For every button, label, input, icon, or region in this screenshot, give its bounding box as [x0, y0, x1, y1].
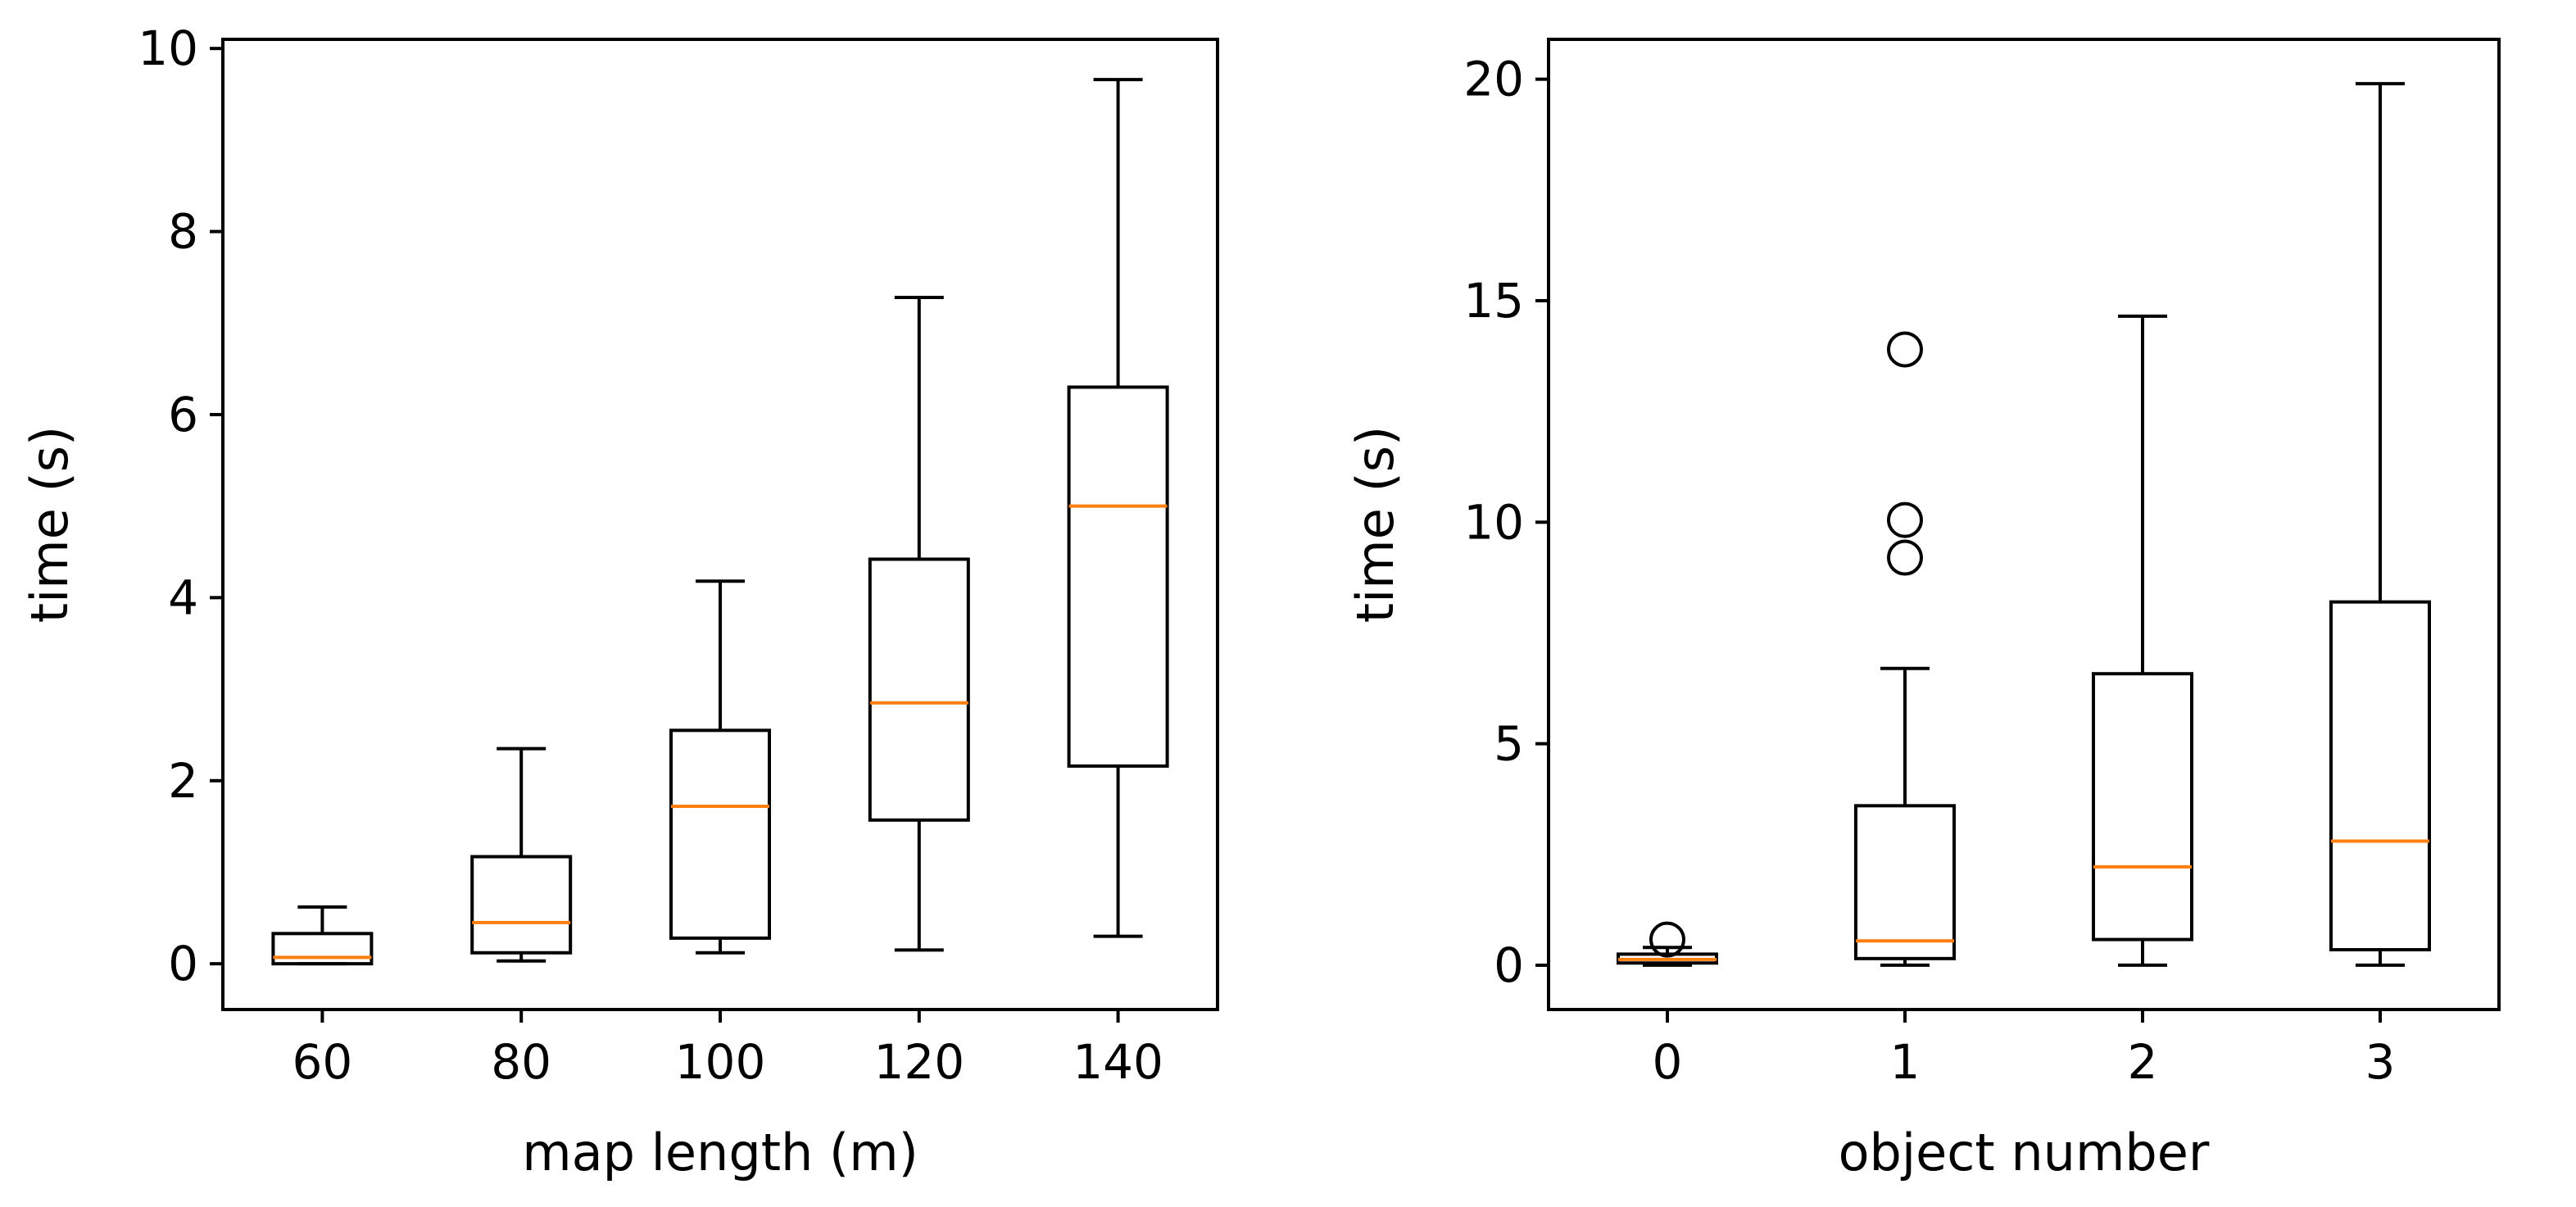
- right-x-tick-label: 0: [1653, 1034, 1683, 1090]
- right-box-0: [1617, 921, 1718, 967]
- right-y-tick-label: 5: [1494, 716, 1524, 772]
- left-box-100: [669, 579, 771, 955]
- left-y-tick-label: 6: [168, 387, 198, 442]
- left-box-80: [470, 746, 573, 963]
- left-x-axis-label: map length (m): [522, 1123, 918, 1182]
- left-box-60: [271, 905, 374, 966]
- left-box-120: [868, 295, 970, 952]
- iqr-box: [669, 728, 771, 940]
- left-y-tick-label: 2: [168, 753, 198, 809]
- iqr-box: [868, 557, 970, 822]
- right-chart-panel: 0 5 10 15 20 0 1 2 3 object number time (s): [1345, 38, 2501, 1182]
- right-box-1: [1854, 331, 1956, 967]
- left-y-axis-label: time (s): [20, 426, 79, 623]
- right-y-tick-label: 10: [1463, 494, 1524, 550]
- iqr-box: [271, 932, 374, 966]
- right-ticks: 0 5 10 15 20 0 1 2 3: [1463, 52, 2395, 1090]
- left-x-tick-label: 60: [292, 1034, 352, 1090]
- left-x-tick-label: 100: [675, 1034, 766, 1090]
- left-x-tick-label: 80: [491, 1034, 551, 1090]
- iqr-box: [1067, 385, 1169, 768]
- outlier-point: [1887, 501, 1923, 538]
- left-boxes: [271, 78, 1169, 966]
- left-box-140: [1067, 78, 1169, 938]
- right-x-axis-label: object number: [1839, 1123, 2210, 1182]
- right-x-tick-label: 2: [2128, 1034, 2158, 1090]
- outlier-point: [1887, 539, 1923, 576]
- right-boxes: [1617, 82, 2431, 967]
- iqr-box: [1854, 804, 1956, 960]
- right-y-tick-label: 15: [1463, 273, 1524, 329]
- left-chart-panel: 0 2 4 6 8 10 60 80 100 120 140 map length (m) time…: [20, 20, 1219, 1182]
- right-box-3: [2329, 82, 2431, 967]
- right-axes-frame: [1547, 38, 2501, 1011]
- right-y-axis-label: time (s): [1345, 426, 1405, 623]
- left-y-tick-label: 10: [138, 20, 198, 76]
- right-y-tick-label: 20: [1463, 52, 1524, 107]
- right-y-tick-label: 0: [1494, 937, 1524, 993]
- iqr-box: [2329, 600, 2431, 952]
- left-y-tick-label: 4: [168, 569, 198, 625]
- left-x-tick-label: 140: [1073, 1034, 1163, 1090]
- iqr-box: [470, 855, 573, 955]
- left-x-tick-label: 120: [873, 1034, 964, 1090]
- left-y-tick-label: 8: [168, 204, 198, 260]
- outlier-point: [1649, 921, 1685, 958]
- iqr-box: [2092, 672, 2193, 942]
- outlier-point: [1887, 331, 1923, 368]
- left-ticks: 0 2 4 6 8 10 60 80 100 120 140: [138, 20, 1163, 1090]
- left-y-tick-label: 0: [168, 936, 198, 991]
- right-box-2: [2092, 314, 2193, 967]
- right-x-tick-label: 1: [1890, 1034, 1921, 1090]
- right-x-tick-label: 3: [2365, 1034, 2396, 1090]
